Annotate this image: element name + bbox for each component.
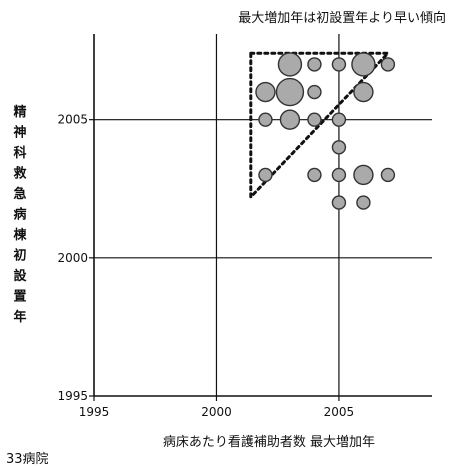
data-point — [331, 112, 347, 127]
tick-labels: 1995 2000 2005 1995 2000 2005 — [57, 113, 354, 419]
data-point — [258, 112, 273, 127]
y-axis-label-char: 精 — [13, 104, 26, 120]
y-tick-label: 1995 — [57, 389, 88, 403]
axes — [89, 34, 432, 401]
data-point — [255, 81, 276, 103]
x-tick-label: 2005 — [324, 405, 355, 419]
data-point — [353, 81, 374, 103]
y-axis-label-char: 救 — [13, 166, 26, 182]
chart-title: 最大増加年は初設置年より早い傾向 — [238, 10, 446, 26]
y-axis-label-char: 初 — [13, 248, 26, 264]
y-axis-label-char: 置 — [13, 290, 26, 305]
data-point — [380, 167, 396, 183]
data-point — [307, 57, 322, 72]
data-point — [279, 109, 301, 130]
data-point — [351, 52, 376, 77]
data-point — [275, 77, 305, 107]
data-point — [353, 164, 374, 186]
data-point — [307, 112, 322, 127]
y-axis-label-char: 病 — [13, 207, 26, 223]
y-tick-label: 2005 — [57, 113, 88, 127]
y-axis-label-char: 年 — [13, 309, 26, 325]
data-point — [331, 195, 347, 210]
data-point — [356, 195, 371, 210]
note-text: 33病院 — [6, 452, 49, 467]
data-point — [277, 52, 303, 77]
x-tick-label: 1995 — [79, 405, 110, 419]
x-axis-label: 病床あたり看護補助者数 最大増加年 — [163, 434, 375, 450]
data-point — [307, 167, 322, 183]
y-axis-label-char: 設 — [13, 268, 27, 284]
points — [255, 52, 396, 210]
triangle-layer — [249, 51, 392, 201]
y-axis-label-char: 棟 — [13, 227, 27, 243]
y-tick-label: 2000 — [57, 251, 88, 265]
data-point — [380, 57, 396, 72]
y-axis-label-char: 神 — [13, 125, 26, 141]
data-point — [331, 57, 347, 72]
grid — [94, 34, 432, 396]
data-point — [331, 167, 347, 183]
y-axis-label-char: 急 — [13, 186, 26, 202]
x-tick-label: 2000 — [201, 405, 232, 419]
data-point — [331, 140, 347, 155]
data-point — [307, 84, 322, 100]
data-point — [258, 167, 273, 183]
highlight-triangle — [249, 51, 392, 201]
y-axis-label-char: 科 — [13, 145, 26, 161]
